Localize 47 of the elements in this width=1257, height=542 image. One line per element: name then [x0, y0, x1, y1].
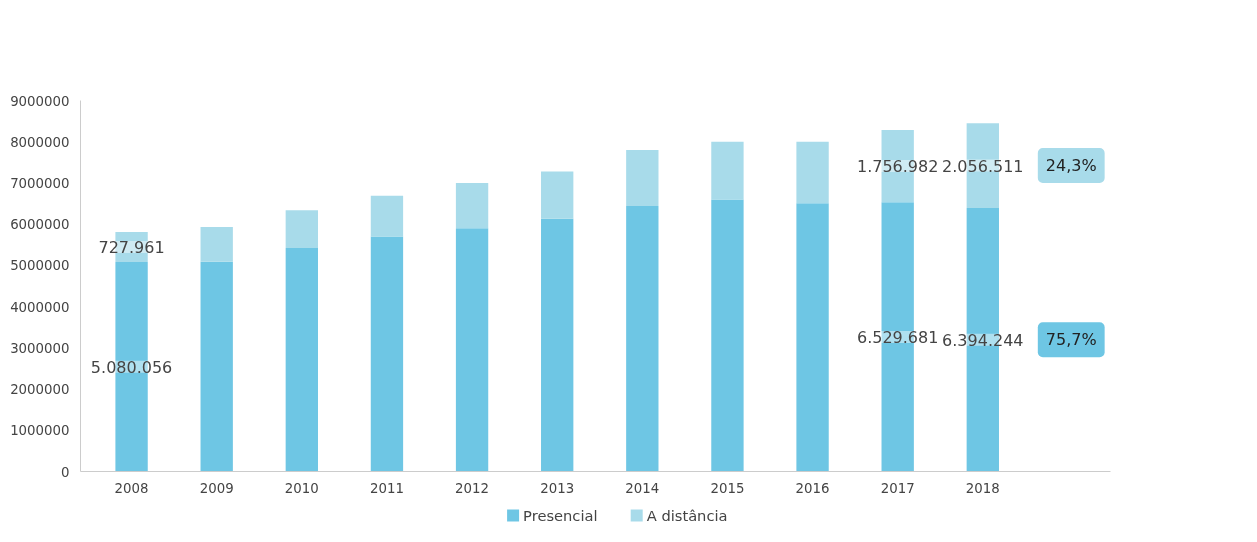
bar — [541, 171, 574, 219]
data-label: 5.080.056 — [90, 357, 173, 377]
bar — [200, 261, 233, 472]
y-tick-label: 1000000 — [10, 423, 70, 439]
bar — [796, 141, 829, 204]
x-tick-label: 2009 — [199, 480, 234, 496]
data-label: 2.056.511 — [942, 156, 1024, 176]
x-tick-label: 2015 — [710, 480, 745, 496]
x-tick-label: 2011 — [369, 480, 404, 496]
y-tick-label: 0 — [61, 464, 70, 480]
y-tick-label: 8000000 — [10, 134, 70, 150]
bar — [626, 206, 659, 472]
y-tick-label: 9000000 — [10, 93, 70, 109]
data-label: 1.756.982 — [856, 157, 939, 177]
x-tick-label: 2008 — [114, 480, 149, 496]
data-label: 727.961 — [98, 238, 165, 258]
y-tick-label: 4000000 — [10, 299, 70, 315]
x-tick-label: 2010 — [284, 480, 319, 496]
y-tick-label: 6000000 — [10, 217, 70, 233]
y-tick-label: 5000000 — [10, 258, 70, 274]
x-tick-label: 2012 — [455, 480, 490, 496]
bar — [796, 203, 829, 472]
y-tick-label: 3000000 — [10, 340, 70, 356]
x-tick-label: 2016 — [795, 480, 830, 496]
bar — [285, 248, 318, 472]
y-tick-label: 7000000 — [10, 175, 70, 191]
bar — [370, 195, 404, 237]
text: 75,7% — [1045, 330, 1097, 350]
data-label: 6.529.681 — [856, 327, 939, 347]
text: 24,3% — [1045, 156, 1097, 176]
legend-label: A distância — [646, 507, 728, 524]
bar — [711, 199, 744, 472]
x-tick-label: 2013 — [540, 480, 575, 496]
bar — [370, 236, 404, 472]
y-tick-label: 2000000 — [10, 382, 70, 398]
bar — [455, 228, 489, 472]
data-label: 6.394.244 — [942, 330, 1024, 350]
bar — [285, 210, 318, 249]
bar — [711, 141, 744, 200]
legend-label: Presencial — [523, 507, 598, 524]
x-tick-label: 2018 — [965, 480, 1000, 496]
bar — [455, 182, 489, 229]
bar — [200, 227, 233, 262]
x-tick-label: 2017 — [880, 480, 915, 496]
bar — [626, 149, 659, 207]
x-tick-label: 2014 — [625, 480, 660, 496]
bar — [541, 218, 574, 472]
